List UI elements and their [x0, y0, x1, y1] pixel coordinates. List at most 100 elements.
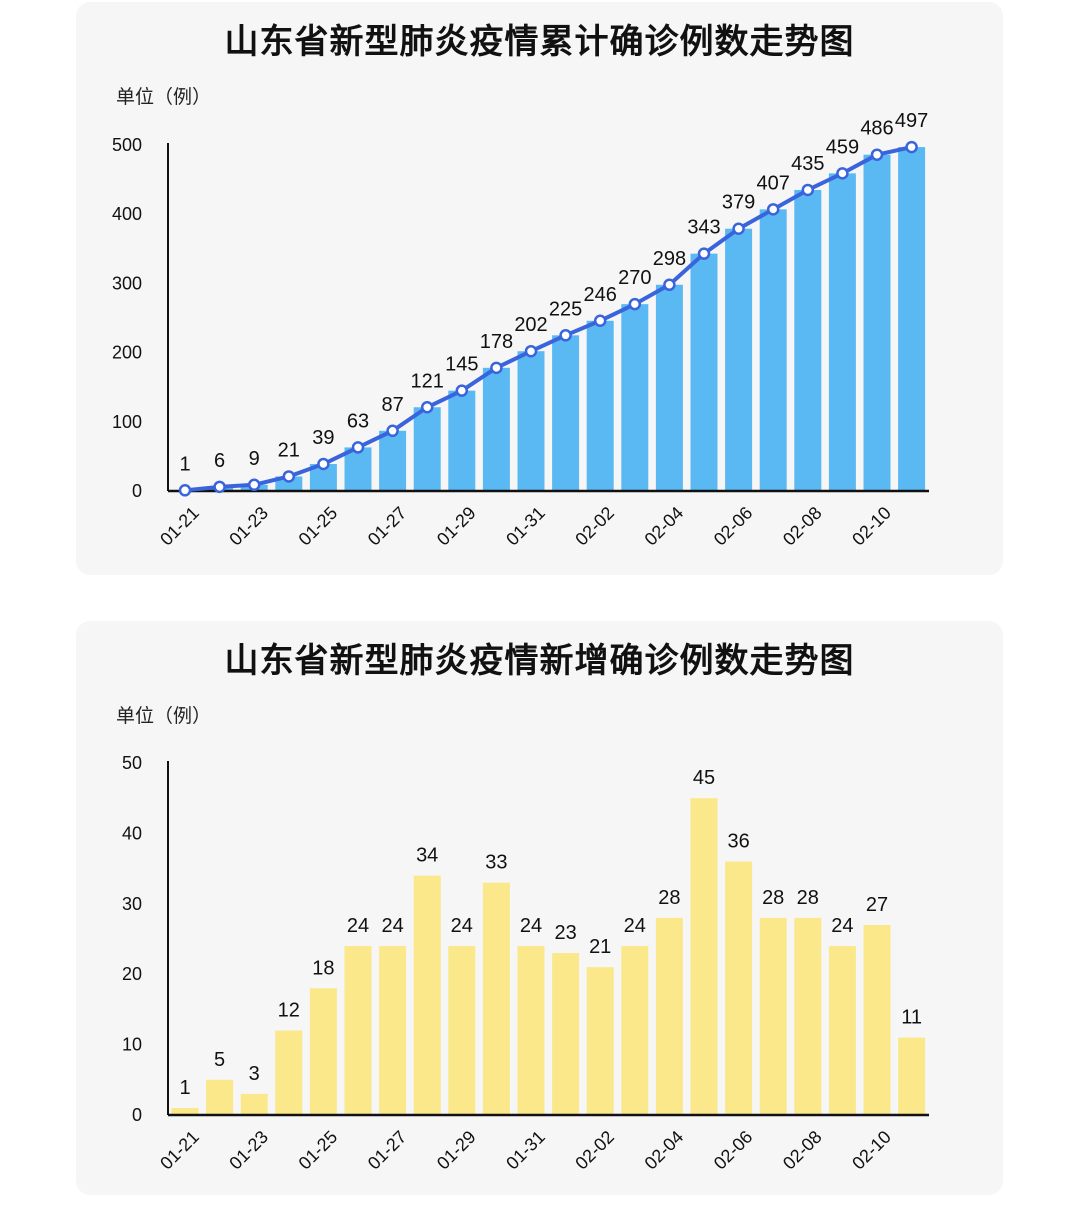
line-point [386, 424, 399, 438]
y-tick-label: 300 [112, 273, 142, 293]
data-label: 6 [214, 450, 225, 472]
data-label: 3 [249, 1063, 260, 1085]
data-label: 63 [347, 410, 369, 432]
data-label: 270 [618, 267, 651, 289]
data-label: 202 [514, 314, 547, 336]
data-label: 45 [693, 767, 715, 789]
bar [655, 917, 683, 1115]
y-tick-label: 40 [122, 823, 142, 843]
y-tick-label: 30 [122, 894, 142, 914]
x-tick-label: 01-23 [225, 1127, 272, 1174]
bar [586, 320, 614, 491]
cumulative-chart-svg: 0 100 200 300 400 500 01-21 01-23 01-25 01-27 01-2… [112, 110, 929, 550]
data-label: 11 [901, 1007, 922, 1029]
data-label: 21 [278, 439, 300, 461]
x-tick-label: 02-08 [779, 1127, 826, 1174]
line-point [766, 203, 780, 216]
data-label: 1 [179, 1077, 190, 1099]
x-tick-label: 01-23 [225, 503, 272, 550]
data-label: 39 [312, 427, 334, 449]
line-point [697, 247, 711, 260]
data-label: 34 [416, 845, 438, 867]
data-label: 28 [658, 887, 680, 909]
line-point [870, 148, 884, 161]
x-tick-label: 02-06 [710, 503, 757, 550]
x-tick-label: 02-08 [779, 503, 826, 550]
y-tick-label: 50 [122, 753, 142, 773]
bar [517, 351, 545, 491]
y-tick-label: 100 [112, 412, 142, 432]
y-tick-label: 20 [122, 964, 142, 984]
bar [759, 209, 787, 491]
bar [586, 967, 614, 1115]
bar [621, 304, 649, 491]
x-tick-label: 02-10 [848, 1127, 895, 1174]
x-tick-label: 01-21 [156, 1127, 203, 1174]
data-label: 459 [826, 136, 859, 158]
line-point [317, 457, 330, 471]
chart-title: 山东省新型肺炎疫情累计确诊例数走势图 [224, 22, 855, 62]
bar [171, 1107, 199, 1115]
line-point [490, 361, 503, 375]
x-tick-label: 01-25 [295, 1127, 342, 1174]
x-tick-label: 01-21 [156, 503, 203, 550]
bar [240, 1093, 268, 1115]
data-label: 435 [791, 153, 824, 175]
data-label: 225 [549, 298, 582, 320]
x-tick-label: 01-29 [433, 1127, 480, 1174]
cumulative-chart-panel: 山东省新型肺炎疫情累计确诊例数走势图 单位（例） 0 100 200 300 400 50… [76, 2, 1003, 575]
bar [863, 924, 891, 1115]
bar [379, 430, 407, 491]
bar [206, 1079, 234, 1115]
data-label: 28 [797, 887, 819, 909]
bar [794, 189, 822, 492]
bar [379, 946, 407, 1115]
data-label: 9 [249, 448, 260, 470]
line-point [420, 401, 434, 414]
data-label: 24 [381, 915, 403, 937]
line-point [628, 297, 642, 311]
daily-new-chart-panel: 山东省新型肺炎疫情新增确诊例数走势图 单位（例） 0 10 20 30 40 50 01-2… [76, 621, 1003, 1195]
data-label: 343 [687, 217, 720, 239]
bar [690, 253, 718, 491]
x-tick-label: 02-04 [641, 503, 688, 550]
data-label: 21 [589, 936, 611, 958]
line-point [282, 470, 296, 483]
y-axis-unit-label: 单位（例） [116, 705, 212, 727]
x-tick-label: 01-27 [364, 503, 411, 550]
line-point [593, 314, 607, 328]
data-label: 486 [860, 118, 893, 140]
series-line [183, 145, 914, 493]
bar [898, 1037, 926, 1115]
data-label: 24 [451, 915, 473, 937]
data-label: 23 [554, 922, 576, 944]
line-point [178, 484, 192, 497]
y-tick-label: 400 [112, 204, 142, 224]
x-tick-label: 02-04 [641, 1127, 688, 1174]
data-label: 121 [411, 370, 444, 392]
chart-title: 山东省新型肺炎疫情新增确诊例数走势图 [224, 641, 855, 681]
bar [552, 335, 580, 491]
y-tick-label: 0 [132, 481, 142, 501]
data-label: 12 [278, 1000, 300, 1022]
y-tick-label: 200 [112, 343, 142, 363]
data-label: 24 [347, 915, 369, 937]
data-label: 18 [312, 957, 334, 979]
bar [725, 228, 753, 491]
data-label: 145 [445, 354, 478, 376]
x-tick-label: 02-02 [571, 503, 618, 550]
bar [690, 798, 718, 1115]
line-point [905, 140, 918, 154]
data-label: 24 [831, 915, 853, 937]
bar [413, 875, 441, 1115]
data-label: 1 [179, 453, 190, 475]
line-point [801, 183, 815, 197]
data-label: 87 [381, 394, 403, 416]
y-axis-unit-label: 单位（例） [116, 86, 212, 108]
x-tick-label: 01-29 [433, 503, 480, 550]
x-tick-label: 02-06 [710, 1127, 757, 1174]
bar [898, 147, 926, 492]
data-label: 27 [866, 894, 888, 916]
bar [482, 882, 510, 1115]
y-tick-label: 10 [122, 1035, 142, 1055]
